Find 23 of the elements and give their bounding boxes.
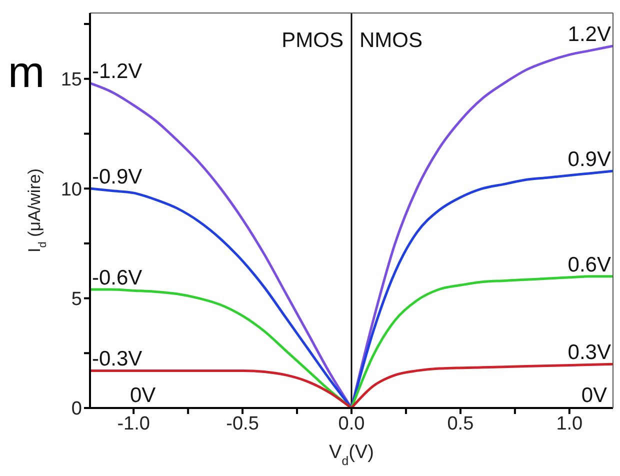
series-label: 0.6V (568, 253, 611, 276)
y-tick-label: 10 (60, 179, 82, 200)
annotation: 0V (130, 384, 156, 407)
y-tick-label: 15 (60, 70, 82, 91)
y-tick-label: 0 (71, 398, 82, 420)
x-tick-label: 1.0 (556, 413, 583, 434)
series-label: -0.6V (92, 266, 142, 290)
y-tick-label: 5 (71, 289, 82, 310)
x-tick-label: -1.0 (117, 413, 150, 434)
series-label: -1.2V (92, 60, 142, 84)
series-label: 1.2V (568, 22, 611, 46)
series-label: 0.3V (568, 341, 611, 364)
x-axis-title: V$_{d}$(V) (329, 442, 374, 468)
series-label: -0.9V (92, 166, 142, 189)
series-label: -0.3V (92, 348, 142, 371)
annotation: NMOS (360, 29, 422, 52)
x-tick-label: 0.5 (447, 413, 474, 434)
text: m (8, 48, 45, 98)
annotation: 0V (581, 384, 607, 407)
x-tick-label: -0.5 (226, 413, 259, 434)
annotation: PMOS (282, 29, 344, 52)
x-tick-label: 0.0 (338, 413, 365, 434)
series-label: 0.9V (568, 148, 611, 171)
